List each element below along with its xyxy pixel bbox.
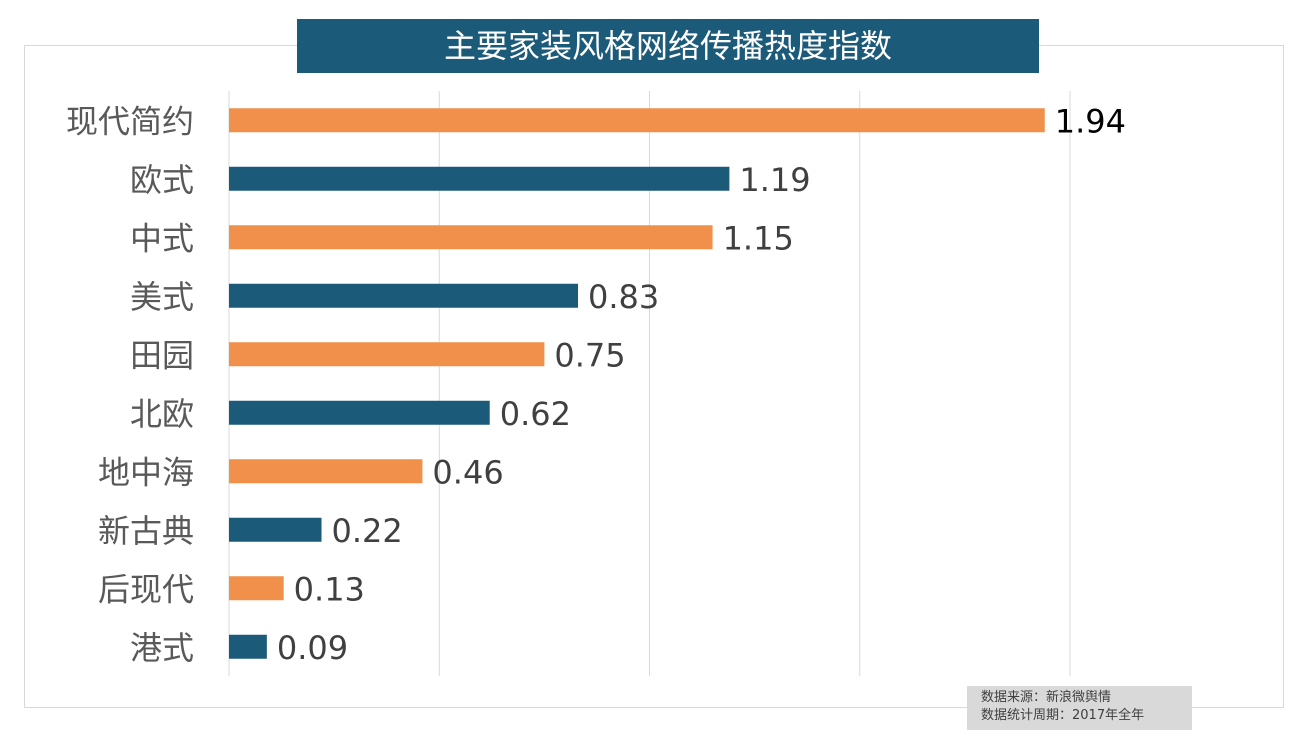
chart-title: 主要家装风格网络传播热度指数 <box>297 19 1039 73</box>
data-label: 1.94 <box>1055 102 1126 140</box>
bar <box>229 166 730 191</box>
category-label: 后现代 <box>98 570 194 608</box>
bar <box>229 108 1045 133</box>
data-label: 0.46 <box>432 453 503 491</box>
data-label: 0.09 <box>277 629 348 667</box>
category-label: 地中海 <box>98 453 194 491</box>
source-text: 数据来源：新浪微舆情 <box>981 690 1112 705</box>
data-label: 0.13 <box>294 570 365 608</box>
bar <box>229 634 267 659</box>
bar <box>229 342 545 367</box>
data-label: 1.15 <box>723 219 794 257</box>
category-label: 新古典 <box>98 512 194 550</box>
bar <box>229 225 713 250</box>
bar <box>229 576 284 601</box>
category-label: 港式 <box>130 629 194 667</box>
bar <box>229 459 423 484</box>
category-label: 田园 <box>130 336 194 374</box>
data-label: 0.75 <box>554 336 625 374</box>
bar <box>229 400 490 425</box>
bar <box>229 517 322 542</box>
bar <box>229 283 579 308</box>
category-label: 现代简约 <box>66 102 194 140</box>
data-label: 0.22 <box>332 512 403 550</box>
source-note: 数据来源：新浪微舆情 数据统计周期：2017年全年 <box>967 686 1192 730</box>
period-text: 数据统计周期：2017年全年 <box>981 708 1145 723</box>
category-label: 美式 <box>130 278 194 316</box>
data-label: 0.62 <box>500 395 571 433</box>
category-label: 欧式 <box>130 161 194 199</box>
data-label: 1.19 <box>739 161 810 199</box>
category-label: 北欧 <box>130 395 194 433</box>
data-label: 0.83 <box>588 278 659 316</box>
category-label: 中式 <box>130 219 194 257</box>
